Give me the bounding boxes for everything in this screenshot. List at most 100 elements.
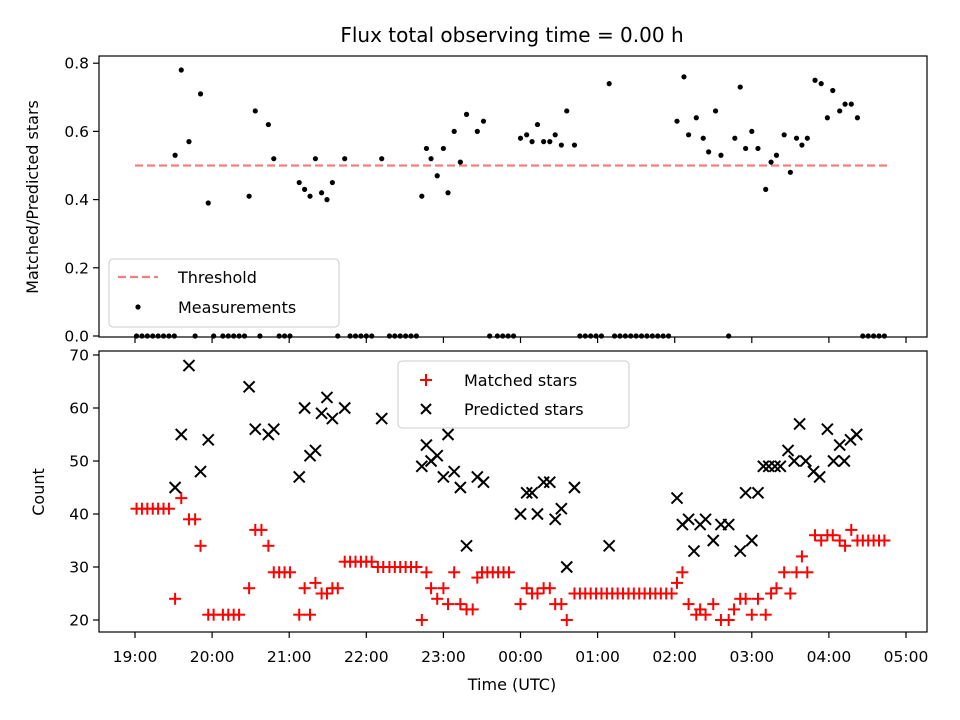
measurement-point bbox=[571, 142, 578, 148]
measurement-point bbox=[611, 333, 618, 339]
predicted-point bbox=[833, 438, 846, 452]
measurement-point bbox=[419, 193, 425, 199]
matched-point bbox=[162, 502, 175, 515]
matched-point bbox=[437, 582, 450, 595]
measurement-point bbox=[529, 139, 535, 145]
x-tick-label: 23:00 bbox=[421, 648, 466, 666]
measurement-point bbox=[205, 200, 211, 206]
predicted-point bbox=[420, 438, 433, 452]
predicted-point bbox=[447, 465, 461, 478]
top-y-axis-label: Matched/Predicted stars bbox=[23, 100, 42, 294]
matched-point bbox=[801, 566, 814, 579]
top-y-tick-label: 0.8 bbox=[64, 55, 89, 73]
legend-matched-swatch bbox=[420, 374, 432, 386]
measurement-point bbox=[150, 333, 156, 339]
measurement-point bbox=[397, 333, 403, 339]
predicted-point bbox=[774, 460, 787, 473]
predicted-point bbox=[682, 513, 695, 526]
measurement-point bbox=[347, 333, 353, 339]
measurement-point bbox=[318, 190, 325, 196]
x-tick-label: 01:00 bbox=[575, 648, 620, 666]
predicted-point bbox=[793, 417, 806, 431]
measurement-point bbox=[818, 81, 824, 87]
top-axes-frame bbox=[98, 55, 928, 338]
predicted-point bbox=[751, 486, 765, 500]
measurement-point bbox=[541, 139, 547, 145]
predicted-point bbox=[175, 428, 188, 441]
measurement-point bbox=[824, 115, 830, 121]
matched-point bbox=[839, 539, 852, 552]
matched-point bbox=[845, 523, 858, 536]
matched-point bbox=[728, 603, 741, 616]
matched-points-layer bbox=[130, 492, 891, 626]
measurement-point bbox=[369, 333, 375, 339]
predicted-point bbox=[602, 539, 616, 553]
matched-point bbox=[169, 592, 182, 605]
x-axis-label: Time (UTC) bbox=[467, 675, 556, 694]
measurement-point bbox=[166, 333, 172, 339]
measurement-point bbox=[225, 333, 231, 339]
measurement-point bbox=[871, 333, 877, 339]
matched-point bbox=[745, 608, 758, 621]
top-y-tick-label: 0.6 bbox=[64, 123, 89, 141]
measurement-point bbox=[732, 135, 738, 141]
measurement-point bbox=[445, 190, 451, 196]
measurement-point bbox=[793, 135, 800, 141]
measurement-point bbox=[606, 81, 612, 87]
measurement-point bbox=[726, 333, 732, 339]
predicted-point bbox=[722, 518, 735, 531]
predicted-point bbox=[320, 391, 334, 404]
matched-point bbox=[699, 608, 712, 621]
top-legend: Threshold Measurements bbox=[108, 258, 340, 328]
measurement-point bbox=[307, 193, 313, 199]
measurement-point bbox=[257, 333, 263, 339]
matched-point bbox=[778, 566, 791, 579]
measurement-point bbox=[842, 101, 848, 107]
measurement-point bbox=[463, 111, 470, 117]
predicted-point bbox=[787, 454, 801, 468]
measurement-point bbox=[755, 145, 761, 152]
predicted-point bbox=[514, 507, 527, 521]
measurement-point bbox=[649, 333, 655, 339]
bottom-y-tick-label: 40 bbox=[69, 506, 89, 524]
legend-predicted-label: Predicted stars bbox=[464, 400, 584, 419]
measurement-point bbox=[655, 333, 661, 339]
bottom-legend-box bbox=[397, 360, 630, 429]
measurement-point bbox=[172, 152, 178, 158]
measurement-point bbox=[271, 156, 277, 162]
measurement-point bbox=[860, 333, 866, 339]
bottom-y-tick-label: 20 bbox=[69, 612, 89, 630]
x-tick-label: 03:00 bbox=[729, 648, 774, 666]
measurement-point bbox=[768, 159, 774, 165]
predicted-point bbox=[734, 544, 747, 558]
measurement-point bbox=[881, 333, 888, 339]
measurement-point bbox=[804, 135, 810, 141]
measurement-point bbox=[693, 115, 699, 121]
measurement-point bbox=[144, 333, 150, 339]
matched-point bbox=[560, 614, 573, 626]
matched-point bbox=[722, 614, 735, 626]
x-tick-label: 00:00 bbox=[498, 648, 543, 666]
matched-point bbox=[815, 534, 828, 547]
measurement-point bbox=[296, 179, 302, 186]
measurement-point bbox=[335, 333, 341, 339]
predicted-point bbox=[249, 422, 262, 436]
predicted-points-layer bbox=[168, 359, 863, 574]
measurement-point bbox=[403, 333, 409, 339]
measurement-point bbox=[434, 173, 440, 179]
matched-point bbox=[833, 534, 846, 547]
predicted-point bbox=[202, 433, 215, 447]
measurement-point bbox=[302, 186, 308, 192]
predicted-point bbox=[821, 422, 834, 436]
predicted-point bbox=[375, 412, 388, 425]
matched-point bbox=[770, 582, 783, 595]
matched-point bbox=[442, 598, 455, 611]
x-tick-label: 02:00 bbox=[652, 648, 697, 666]
x-tick-label: 20:00 bbox=[190, 648, 235, 666]
predicted-point bbox=[460, 539, 473, 553]
bottom-y-tick-label: 60 bbox=[69, 400, 89, 418]
matched-point bbox=[514, 598, 527, 611]
measurement-point bbox=[674, 118, 680, 124]
predicted-point bbox=[525, 486, 539, 500]
top-y-ticks: 0.0 0.2 0.4 0.6 0.8 bbox=[64, 55, 99, 346]
